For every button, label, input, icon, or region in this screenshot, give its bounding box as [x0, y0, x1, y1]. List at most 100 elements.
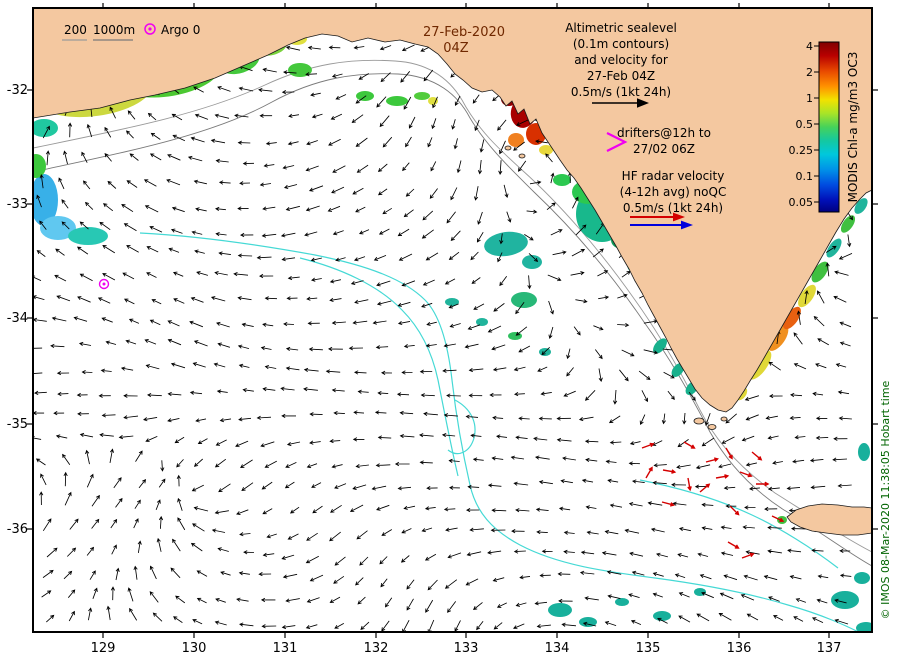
- y-tick-label: -35: [7, 417, 28, 432]
- chl-patch: [579, 617, 597, 627]
- chl-patch: [33, 119, 58, 137]
- chl-patch: [553, 174, 571, 186]
- argo-label: Argo 0: [161, 23, 200, 37]
- chl-patch: [511, 292, 537, 308]
- velocity-scale-arrow-head: [637, 98, 649, 108]
- x-tick-label: 130: [182, 641, 207, 656]
- colorbar-tick-label: 2: [806, 66, 813, 79]
- chl-patch: [33, 154, 46, 178]
- chl-patch: [811, 261, 829, 283]
- isobath-legend: 200 1000m: [62, 23, 135, 41]
- chl-patch: [694, 588, 706, 596]
- chl-patch: [414, 92, 430, 100]
- chl-patch: [840, 215, 856, 233]
- colorbar: 4 2 1 0.5 0.25 0.1 0.05 MODIS Chl-a mg/m3 OC3: [789, 40, 860, 213]
- sealevel-contour: [299, 257, 459, 477]
- chl-patch: [428, 97, 438, 105]
- x-tick-label: 133: [454, 641, 479, 656]
- colorbar-tick-label: 0.05: [789, 196, 814, 209]
- chl-patch: [40, 216, 76, 240]
- annotation-hf-radar: HF radar velocity (4-12h avg) noQC 0.5m/s …: [620, 169, 727, 215]
- chl-patch: [615, 598, 629, 606]
- chl-patch: [33, 174, 58, 226]
- x-tick-label: 137: [817, 641, 842, 656]
- chl-patch: [484, 231, 528, 257]
- argo-legend: Argo 0: [144, 23, 200, 37]
- islet: [693, 417, 705, 425]
- chl-patch: [522, 255, 542, 269]
- chl-patch: [653, 611, 671, 621]
- sealevel-contour-lines: [139, 232, 860, 632]
- islet: [720, 416, 728, 422]
- chl-patch: [356, 91, 374, 101]
- chl-patch: [476, 318, 488, 326]
- y-axis-labels: -32 -33 -34 -35 -36: [7, 83, 28, 537]
- axis-ticks: [27, 3, 878, 638]
- y-tick-label: -36: [7, 522, 28, 537]
- chl-patch: [854, 572, 870, 584]
- x-tick-label: 134: [545, 641, 570, 656]
- x-tick-label: 132: [364, 641, 389, 656]
- colorbar-tick-labels: 4 2 1 0.5 0.25 0.1 0.05: [789, 40, 814, 209]
- x-axis-labels: 129 130 131 132 133 134 135 136 137: [91, 641, 842, 656]
- islet: [518, 153, 526, 159]
- hf-radar-vectors: [641, 441, 785, 559]
- isobath-200-label: 200: [64, 23, 87, 37]
- y-tick-label: -34: [7, 311, 28, 326]
- x-tick-label: 136: [727, 641, 752, 656]
- colorbar-tick-label: 4: [806, 40, 813, 53]
- isobath-1000-label: 1000m: [93, 23, 135, 37]
- mainland: [33, 8, 872, 413]
- sealevel-contour: [447, 399, 476, 455]
- isobath-200m-line: [33, 59, 872, 553]
- drifter-position-marker: [98, 278, 110, 290]
- map-frame: [32, 7, 873, 633]
- colorbar-title: MODIS Chl-a mg/m3 OC3: [846, 52, 860, 203]
- colorbar-tick-label: 1: [806, 92, 813, 105]
- annotation-drifters: drifters@12h to 27/02 06Z: [617, 126, 711, 156]
- y-tick-label: -33: [7, 197, 28, 212]
- kangaroo-island: [786, 503, 872, 536]
- x-tick-label: 131: [273, 641, 298, 656]
- credit-stamp: © IMOS 08-Mar-2020 11:38:05 Hobart time: [879, 380, 892, 619]
- islet: [504, 145, 512, 151]
- colorbar-tick-label: 0.1: [796, 170, 814, 183]
- chl-patch: [508, 133, 524, 147]
- chl-patch: [288, 63, 312, 77]
- chl-patch: [548, 603, 572, 617]
- chl-patch: [856, 622, 872, 632]
- colorbar-gradient: [818, 41, 840, 213]
- hf-red-scale-arrow: [630, 212, 685, 222]
- chl-patch: [445, 298, 459, 306]
- chl-patch: [386, 96, 408, 106]
- chl-patch: [539, 145, 553, 155]
- colorbar-tick-label: 0.25: [789, 144, 814, 157]
- chl-patch: [831, 591, 859, 609]
- drifter-dot-icon: [102, 282, 106, 286]
- hf-blue-scale-arrow: [630, 220, 693, 230]
- drifter-arrow-icon: [606, 132, 628, 152]
- map-canvas: [33, 8, 872, 632]
- sealevel-contour: [139, 232, 860, 632]
- chl-patch: [508, 332, 522, 340]
- drifter-circle-icon: [98, 278, 110, 290]
- hf-blue-arrow-head: [681, 220, 693, 230]
- land-mass: [33, 8, 872, 536]
- x-tick-label: 135: [636, 641, 661, 656]
- chl-patch: [858, 443, 870, 461]
- map-time: 04Z: [443, 41, 469, 56]
- colorbar-ticks: [814, 45, 819, 203]
- chl-patch: [798, 284, 816, 308]
- map-date: 27-Feb-2020: [423, 25, 505, 40]
- hf-red-arrow-head: [673, 212, 685, 222]
- colorbar-tick-label: 0.5: [796, 118, 814, 131]
- islet: [707, 424, 717, 430]
- isobath-1000m-line: [33, 73, 872, 567]
- chl-patch: [68, 227, 108, 245]
- chl-patch: [854, 198, 868, 214]
- argo-marker-icon: [144, 23, 156, 35]
- annotation-altimetric: Altimetric sealevel (0.1m contours) and ve…: [565, 21, 677, 99]
- argo-marker-dot-icon: [148, 27, 152, 31]
